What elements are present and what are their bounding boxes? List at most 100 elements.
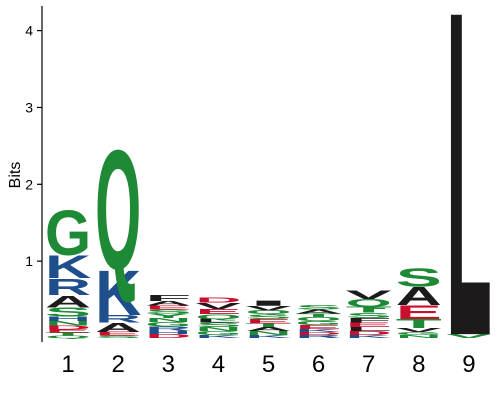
logo-letter-E: E bbox=[245, 318, 291, 325]
logo-letter-T: T bbox=[346, 305, 392, 315]
logo-letter-N: N bbox=[396, 334, 442, 339]
logo-letter-L: L bbox=[346, 326, 392, 332]
logo-letter-N: N bbox=[245, 330, 291, 336]
logo-letter-Q: Q bbox=[195, 313, 241, 320]
logo-letter-V: V bbox=[195, 301, 241, 310]
x-tick-label-7: 7 bbox=[362, 351, 375, 378]
logo-letter-R: R bbox=[95, 313, 141, 325]
logo-letter-H: H bbox=[145, 330, 191, 335]
logo-letter-S: S bbox=[245, 313, 291, 320]
y-tick-label: 2 bbox=[25, 176, 33, 192]
logo-letter-S: S bbox=[45, 305, 91, 319]
x-tick-label-5: 5 bbox=[262, 351, 275, 378]
x-tick-label-6: 6 bbox=[312, 351, 325, 378]
logo-letter-G: G bbox=[45, 198, 91, 270]
logo-letter-H: H bbox=[45, 315, 91, 322]
logo-letter-G: G bbox=[296, 320, 342, 326]
logo-letter-R: R bbox=[296, 334, 342, 339]
logo-letter-N: N bbox=[45, 320, 91, 327]
logo-letter-F: F bbox=[145, 293, 191, 303]
x-tick-label-1: 1 bbox=[61, 351, 74, 378]
logo-letter-G: G bbox=[396, 331, 442, 336]
x-tick-label-3: 3 bbox=[162, 351, 175, 378]
logo-letter-G: G bbox=[145, 321, 191, 328]
logo-letter-S: S bbox=[95, 335, 141, 339]
x-axis-ticks: 1 2 3 4 5 6 7 8 9 bbox=[61, 351, 475, 378]
x-tick-label-2: 2 bbox=[111, 351, 124, 378]
logo-letter-S: S bbox=[145, 309, 191, 315]
logo-letter-Q: Q bbox=[45, 335, 91, 339]
logo-letter-E: E bbox=[195, 307, 241, 315]
logo-letter-A: A bbox=[296, 309, 342, 315]
logo-letter-E: E bbox=[346, 322, 392, 329]
logo-letter-A: A bbox=[95, 320, 141, 334]
logo-letter-D: D bbox=[45, 325, 91, 331]
logo-letter-G: G bbox=[195, 330, 241, 336]
logo-letter-A: A bbox=[145, 300, 191, 307]
logo-letter-F: F bbox=[346, 317, 392, 324]
logo-letter-E: E bbox=[396, 301, 442, 323]
logo-letter-K: K bbox=[45, 249, 91, 285]
x-tick-label-9: 9 bbox=[462, 351, 475, 378]
y-tick-label: 3 bbox=[25, 99, 33, 115]
logo-letter-E: E bbox=[95, 331, 141, 337]
letter-stacks: QTEDNHSARKGSEARKQDHRGNYSEAFKGNSLQEVDKNAT… bbox=[45, 0, 493, 405]
logo-letter-R: R bbox=[45, 274, 91, 300]
logo-letter-A: A bbox=[245, 326, 291, 332]
logo-letter-Q: Q bbox=[346, 297, 392, 309]
logo-letter-Q: Q bbox=[245, 309, 291, 315]
logo-letter-D: D bbox=[346, 330, 392, 336]
x-tick-label-4: 4 bbox=[212, 351, 225, 378]
logo-letter-R: R bbox=[145, 325, 191, 332]
logo-letter-Y: Y bbox=[145, 312, 191, 319]
logo-letter-V: V bbox=[245, 305, 291, 312]
logo-letter-E: E bbox=[145, 305, 191, 311]
logo-letter-Q: Q bbox=[296, 316, 342, 322]
logo-letter-E: E bbox=[45, 329, 91, 334]
logo-letter-V: V bbox=[446, 333, 493, 339]
logo-letter-K: K bbox=[195, 334, 242, 339]
logo-letter-D: D bbox=[195, 296, 241, 304]
logo-letter-S: S bbox=[296, 304, 342, 311]
x-tick-label-8: 8 bbox=[412, 351, 425, 378]
logo-letter-K: K bbox=[245, 334, 292, 339]
logo-letter-A: A bbox=[396, 282, 442, 310]
logo-letter-V: V bbox=[346, 288, 392, 301]
logo-letter-K: K bbox=[296, 328, 343, 333]
stack-position-9: VL bbox=[446, 0, 493, 405]
y-tick-label: 4 bbox=[25, 23, 33, 39]
logo-letter-L: L bbox=[446, 0, 492, 400]
logo-letter-T: T bbox=[296, 313, 343, 319]
logo-letter-A: A bbox=[45, 292, 91, 311]
logo-letter-T: T bbox=[45, 332, 92, 337]
logo-letter-S: S bbox=[346, 311, 392, 319]
y-tick-label: 1 bbox=[25, 253, 33, 269]
logo-letter-N: N bbox=[145, 317, 191, 323]
y-axis-label: Bits bbox=[7, 162, 24, 189]
y-axis-ticks: 1 2 3 4 bbox=[25, 23, 42, 269]
logo-letter-I: I bbox=[245, 299, 291, 307]
logo-letter-D: D bbox=[145, 333, 191, 339]
logo-letter-D: D bbox=[296, 331, 342, 336]
logo-letter-T: T bbox=[396, 317, 442, 331]
logo-letter-T: T bbox=[245, 323, 292, 329]
logo-letter-K: K bbox=[346, 334, 393, 339]
logo-letter-S: S bbox=[195, 322, 241, 329]
logo-letter-N: N bbox=[195, 326, 241, 332]
logo-letter-K: K bbox=[95, 257, 141, 329]
logo-letter-E: E bbox=[296, 324, 342, 330]
logo-letter-Q: Q bbox=[95, 115, 141, 306]
logo-letter-L: L bbox=[195, 318, 241, 324]
y-axis: 1 2 3 4 Bits bbox=[7, 6, 43, 342]
logo-letter-S: S bbox=[396, 264, 442, 293]
